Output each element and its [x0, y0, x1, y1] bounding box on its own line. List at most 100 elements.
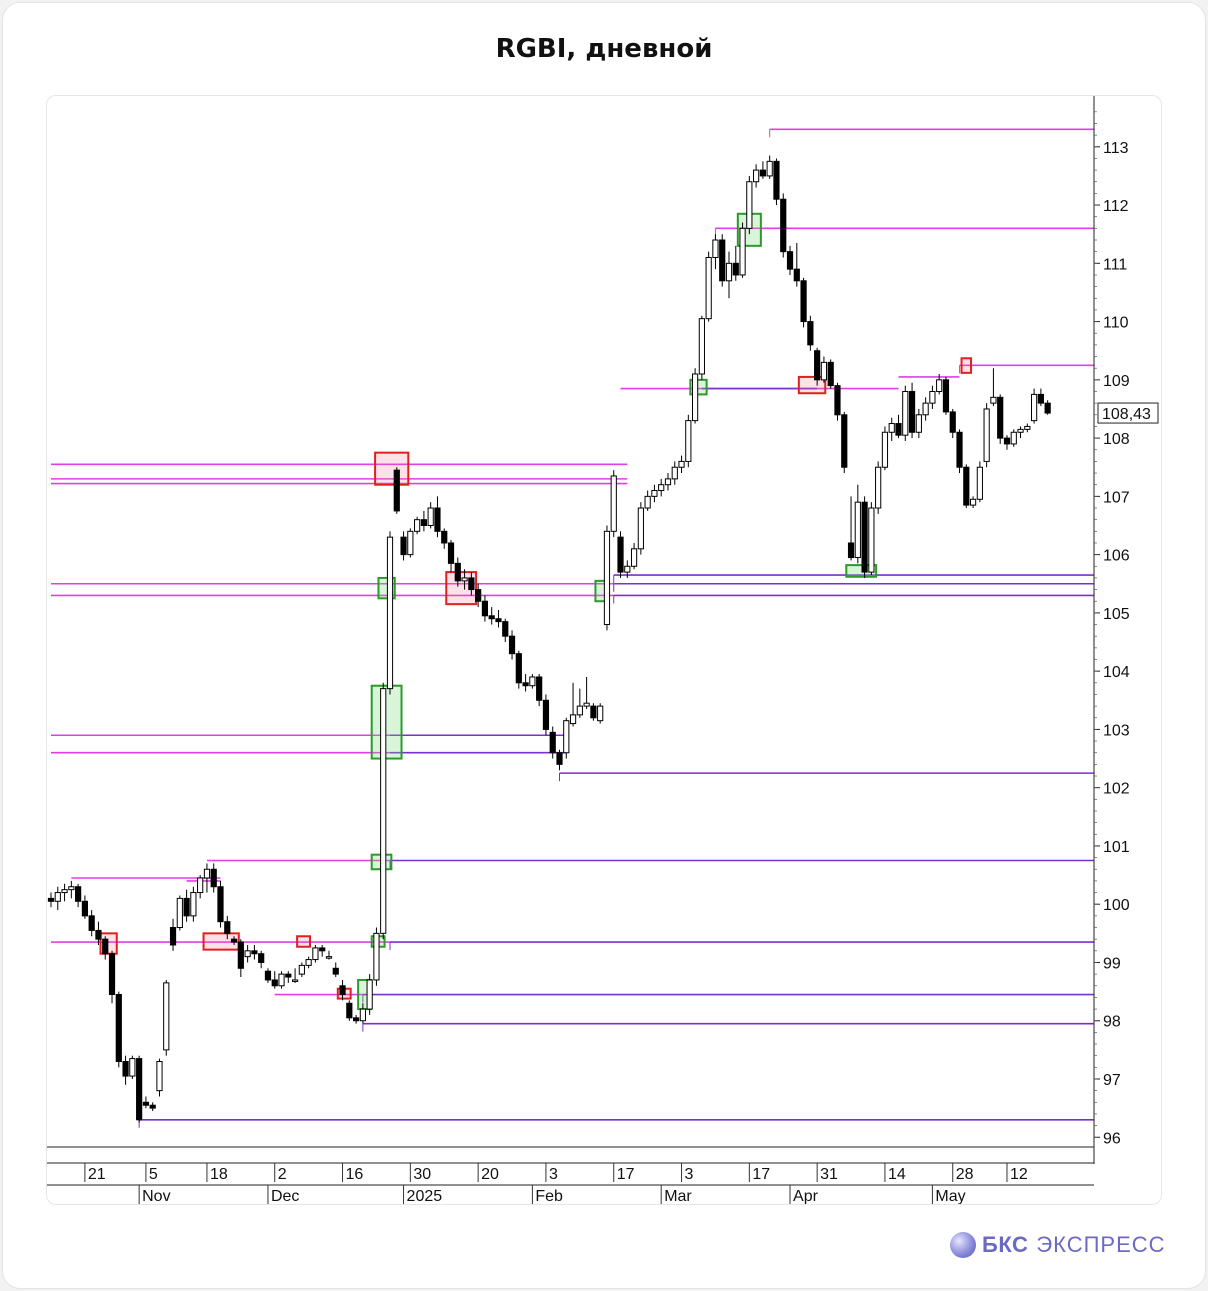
candle-down	[793, 268, 800, 282]
candle-up	[664, 478, 672, 486]
candle-up	[1017, 428, 1024, 433]
candle-up	[68, 886, 75, 891]
candle-up	[990, 396, 997, 404]
candle-down	[122, 1061, 129, 1077]
day-tick-label: 17	[617, 1166, 635, 1183]
candle-up	[380, 688, 387, 934]
candle-up	[678, 460, 685, 468]
candle-down	[549, 731, 556, 754]
candle-up	[705, 256, 712, 320]
candle-down	[142, 1101, 150, 1106]
candle-down	[285, 973, 292, 978]
candle-up	[725, 262, 733, 282]
day-tick-label: 28	[956, 1166, 974, 1183]
price-tick-label: 98	[1103, 1014, 1121, 1031]
price-tick-label: 100	[1103, 897, 1130, 914]
candle-down	[495, 618, 502, 623]
candle-down	[814, 350, 821, 381]
candle-down	[780, 198, 787, 253]
candle-up	[427, 507, 434, 526]
boxes-layer	[99, 212, 973, 1011]
price-tick-label: 107	[1103, 489, 1130, 506]
candle-down	[224, 921, 231, 934]
candle-up	[278, 973, 285, 987]
candle-down	[271, 979, 278, 987]
candle-down	[522, 682, 529, 687]
candle-down	[447, 542, 455, 564]
candle-down	[956, 431, 963, 468]
candle-down	[169, 927, 177, 946]
candle-up	[658, 484, 665, 492]
candle-down	[481, 600, 489, 617]
candle-up	[529, 676, 536, 687]
day-tick-label: 14	[888, 1166, 906, 1183]
price-tick-label: 104	[1103, 664, 1130, 681]
candles-layer	[47, 155, 1051, 1123]
candle-down	[454, 562, 461, 582]
candle-down	[949, 411, 956, 433]
candle-up	[569, 714, 577, 725]
candle-down	[136, 1058, 143, 1121]
price-tick-label: 96	[1103, 1130, 1121, 1147]
candle-down	[230, 938, 238, 943]
candle-down	[807, 321, 814, 346]
candle-down	[400, 536, 407, 556]
day-tick-label: 2	[278, 1166, 287, 1183]
candle-up	[637, 507, 644, 550]
candle-up	[597, 705, 604, 722]
candle-up	[881, 431, 889, 468]
candle-up	[366, 979, 373, 1010]
logo-bold-text: БКС	[982, 1232, 1029, 1257]
candle-up	[820, 361, 828, 381]
candle-down	[536, 676, 543, 701]
candle-down	[488, 615, 495, 620]
candle-up	[915, 414, 922, 433]
candle-up	[739, 227, 746, 276]
candle-up	[176, 897, 183, 929]
candle-up	[1024, 425, 1031, 430]
candle-down	[264, 970, 272, 981]
candle-up	[929, 390, 936, 404]
candle-up	[746, 181, 753, 229]
candle-down	[1037, 393, 1044, 404]
candle-down	[773, 160, 780, 200]
candle-up	[414, 519, 421, 532]
candle-up	[386, 536, 394, 690]
candle-up	[692, 373, 699, 422]
candle-up	[583, 702, 590, 707]
candle-down	[800, 280, 807, 323]
candle-up	[129, 1058, 136, 1077]
candle-down	[759, 169, 766, 177]
levels-layer	[51, 128, 1094, 1128]
green-signal-box	[370, 684, 403, 760]
candle-up	[576, 705, 583, 716]
candle-up	[1010, 431, 1017, 445]
candle-down	[319, 947, 326, 952]
price-tick-label: 111	[1103, 256, 1127, 273]
day-tick-label: 30	[413, 1166, 431, 1183]
candle-up	[651, 490, 658, 497]
candle-down	[251, 950, 258, 955]
candle-up	[624, 565, 631, 573]
candle-down	[420, 519, 427, 526]
candle-down	[468, 577, 475, 591]
candle-down	[47, 897, 55, 902]
candle-up	[298, 964, 305, 975]
price-tick-label: 102	[1103, 781, 1130, 798]
candle-down	[75, 886, 82, 902]
red-signal-box	[374, 451, 410, 486]
price-tick-label: 106	[1103, 548, 1130, 565]
candle-down	[339, 985, 346, 996]
candle-down	[441, 530, 448, 544]
candle-up	[325, 956, 333, 959]
candle-up	[163, 982, 170, 1051]
price-tick-label: 112	[1103, 198, 1129, 215]
candle-down	[393, 469, 400, 512]
price-tick-label: 109	[1103, 373, 1130, 390]
candle-down	[434, 507, 441, 532]
day-tick-label: 5	[149, 1166, 158, 1183]
candle-down	[81, 900, 88, 917]
candle-up	[888, 423, 895, 433]
day-tick-label: 31	[820, 1166, 838, 1183]
price-tick-label: 105	[1103, 606, 1130, 623]
